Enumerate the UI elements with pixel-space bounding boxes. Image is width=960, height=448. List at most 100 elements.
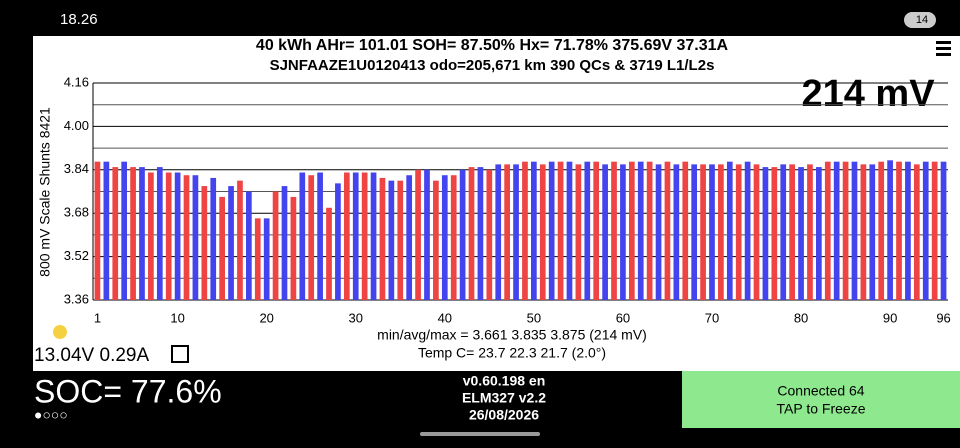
bar [388,180,395,300]
bar [477,167,484,300]
bar [308,175,315,300]
bar [415,169,421,300]
page-dots: ●○○○ [34,407,68,423]
bar [352,172,359,300]
bar [174,172,181,300]
y-tick-label: 3.84 [64,161,89,176]
date: 26/08/2026 [469,407,539,423]
bar [148,172,154,300]
bar [522,161,528,300]
stats: min/avg/max = 3.661 3.835 3.875 (214 mV) [377,327,647,343]
connected: Connected 64 [777,383,864,399]
menu-bar [936,41,951,44]
header-line: 40 kWh AHr= 101.01 SOH= 87.50% Hx= 71.78… [256,37,729,54]
x-tick-label: 60 [616,310,630,325]
bar [611,161,617,300]
bar [290,196,297,300]
menu-icon[interactable] [936,41,951,56]
bar [780,164,787,300]
bar [637,161,644,300]
bar [548,161,555,300]
bar [121,161,128,300]
bar [913,164,920,300]
bar [433,180,439,300]
x-tick-label: 1 [94,310,101,325]
bar [192,175,199,300]
bar [557,161,564,300]
bar [762,167,769,300]
bar [361,172,368,300]
bar [718,164,724,300]
version: v0.60.198 en [463,373,546,389]
calendar-icon[interactable] [171,345,189,363]
bar [655,164,662,300]
bar [682,161,689,300]
bar [183,175,190,300]
clock: 18.26 [60,11,98,28]
bar [495,164,502,300]
bar [700,164,706,300]
bar [531,161,537,300]
bar [254,218,261,300]
x-tick-label: 80 [794,310,808,325]
bar [842,161,849,300]
bar [539,164,546,300]
bar [789,164,795,300]
bar [397,180,404,300]
bar [940,161,947,300]
bar [219,196,225,300]
bar [735,164,742,300]
bar [798,167,804,300]
bar [878,161,885,300]
y-tick-label: 4.00 [64,118,89,133]
connect-button[interactable] [682,371,960,428]
x-tick-label: 70 [705,310,719,325]
bar [165,172,172,300]
bar [343,172,350,300]
delta-mv: 214 mV [801,73,935,115]
bar [824,161,831,300]
bar [709,164,715,300]
x-tick-label: 90 [883,310,897,325]
bar [406,175,413,300]
bar [664,161,671,300]
menu-bar [936,47,951,50]
bar [263,218,270,300]
bar [424,169,430,300]
aux-battery: 13.04V 0.29A [34,345,149,366]
bar [833,161,840,300]
bar [816,167,822,300]
bar [326,207,332,300]
bar [575,164,582,300]
bar [646,161,653,300]
bar [317,172,323,300]
x-tick-label: 20 [259,310,273,325]
bar [272,191,279,300]
x-tick-label: 40 [438,310,452,325]
bar [771,167,778,300]
bar [139,167,145,300]
bulb-icon[interactable] [53,325,67,339]
bar [860,164,867,300]
adapter: ELM327 v2.2 [462,390,546,406]
bar [504,164,510,300]
bar [201,186,208,300]
bar [566,161,573,300]
bar [156,167,163,300]
bar [237,180,243,300]
bar [486,169,493,300]
x-tick-label: 50 [527,310,541,325]
bar [281,186,288,300]
battery-icon [904,12,936,28]
soc: SOC= 77.6% [34,373,222,409]
bar [896,161,902,300]
bar [673,164,680,300]
bar [753,164,760,300]
menu-bar [936,53,951,56]
bar [628,161,635,300]
bar [210,177,217,300]
bar [450,175,457,300]
bar [887,160,893,300]
y-tick-label: 3.68 [64,205,89,220]
